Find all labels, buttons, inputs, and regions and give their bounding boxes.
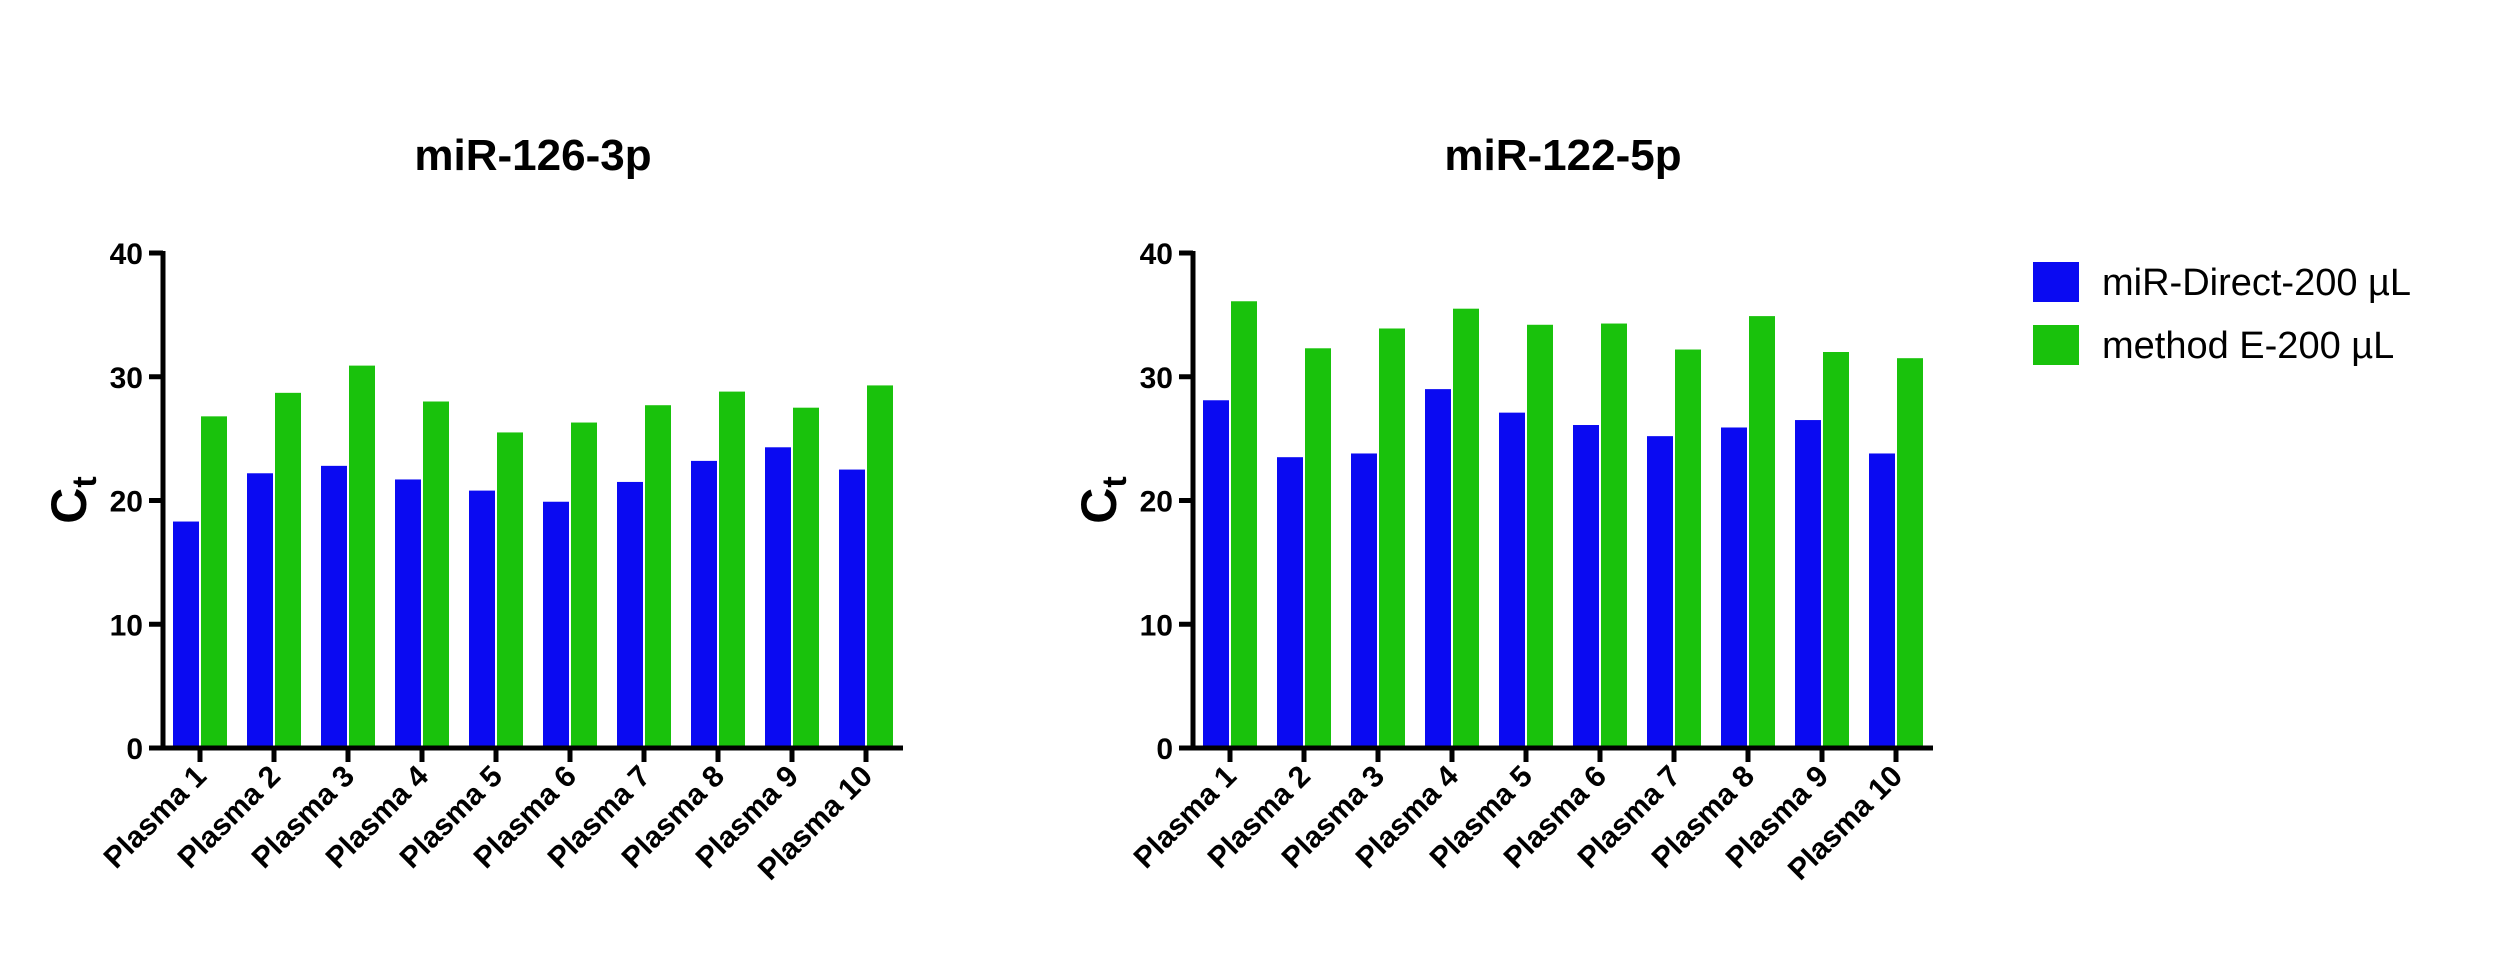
y-tick-label: 40 [1140, 238, 1173, 271]
y-axis-label-main: C [41, 488, 97, 524]
chart-title: miR-122-5p [1444, 131, 1681, 180]
bar-method-e [645, 405, 671, 748]
legend-label-0: miR-Direct-200 µL [2102, 262, 2411, 304]
bar-mir-direct [691, 460, 717, 748]
bar-mir-direct [1573, 425, 1599, 748]
bar-mir-direct [617, 481, 643, 748]
bar-mir-direct [543, 501, 569, 748]
legend-swatch-0 [2033, 262, 2079, 302]
bar-method-e [1675, 349, 1701, 748]
chart-title: miR-126-3p [414, 131, 651, 180]
bar-mir-direct [1351, 453, 1377, 748]
y-tick-label: 20 [1140, 486, 1173, 519]
bar-mir-direct [1499, 412, 1525, 748]
bar-method-e [1527, 324, 1553, 748]
y-tick-label: 0 [126, 733, 143, 766]
bar-method-e [793, 407, 819, 748]
bar-mir-direct [1869, 453, 1895, 748]
bar-mir-direct [173, 521, 199, 748]
bar-mir-direct [1425, 389, 1451, 748]
bar-method-e [423, 401, 449, 748]
bar-mir-direct [321, 465, 347, 748]
bar-method-e [1601, 323, 1627, 748]
y-axis-label: Ct [41, 476, 104, 523]
bar-method-e [1231, 301, 1257, 748]
legend: miR-Direct-200 µL method E-200 µL [2033, 262, 2411, 367]
bar-method-e [497, 432, 523, 748]
bar-mir-direct [1647, 436, 1673, 748]
bar-method-e [867, 385, 893, 748]
bar-method-e [719, 391, 745, 748]
legend-swatch-1 [2033, 325, 2079, 365]
y-axis-label-subscript: t [1096, 476, 1134, 487]
y-tick-label: 30 [1140, 362, 1173, 395]
y-tick-label: 0 [1156, 733, 1173, 766]
bar-mir-direct [1277, 457, 1303, 748]
bar-method-e [349, 365, 375, 748]
y-axis-label: Ct [1071, 476, 1134, 523]
bar-method-e [571, 422, 597, 748]
bar-mir-direct [469, 490, 495, 748]
bar-method-e [1453, 308, 1479, 748]
y-tick-label: 40 [110, 238, 143, 271]
bar-method-e [1305, 348, 1331, 748]
y-tick-label: 20 [110, 486, 143, 519]
y-tick-label: 30 [110, 362, 143, 395]
legend-label-1: method E-200 µL [2102, 325, 2394, 367]
bar-method-e [1897, 358, 1923, 748]
y-tick-label: 10 [1140, 609, 1173, 642]
y-axis-label-main: C [1071, 488, 1127, 524]
bar-mir-direct [395, 479, 421, 748]
bar-method-e [275, 392, 301, 748]
bar-method-e [1749, 316, 1775, 748]
y-axis-label-subscript: t [66, 476, 104, 487]
bar-mir-direct [1203, 400, 1229, 748]
bar-method-e [1823, 352, 1849, 748]
bar-mir-direct [1721, 427, 1747, 748]
bar-mir-direct [765, 447, 791, 748]
bar-method-e [201, 416, 227, 748]
y-tick-label: 10 [110, 609, 143, 642]
bar-mir-direct [247, 473, 273, 748]
bar-mir-direct [1795, 420, 1821, 748]
bar-method-e [1379, 328, 1405, 748]
bar-mir-direct [839, 469, 865, 748]
